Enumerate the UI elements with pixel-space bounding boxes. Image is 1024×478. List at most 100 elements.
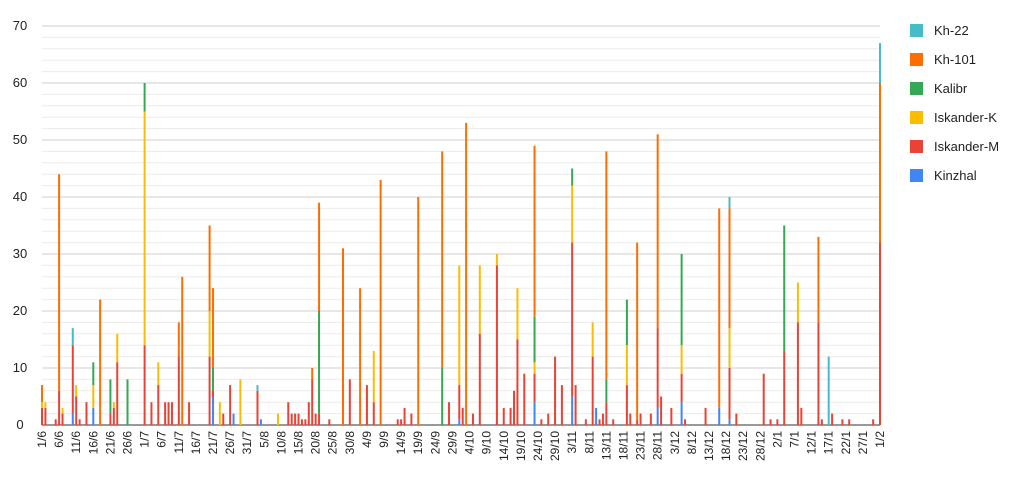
legend: Kh-22 Kh-101 Kalibr Iskander-K Iskander-M Kin… (910, 16, 999, 190)
x-tick-label: 17/1 (822, 431, 836, 455)
bar-iskander-m (71, 345, 74, 414)
bar-iskander-m (728, 368, 731, 420)
x-tick-label: 16/7 (189, 431, 203, 455)
x-tick-label: 20/8 (309, 431, 323, 455)
bar-kh-22 (256, 385, 259, 391)
bar-kh-101 (605, 151, 608, 380)
y-tick-label: 10 (13, 360, 27, 375)
bar-iskander-m (78, 419, 81, 425)
bar-iskander-k (516, 288, 519, 340)
bar-iskander-k (495, 254, 498, 266)
bar-iskander-k (143, 111, 146, 346)
bar-iskander-m (348, 379, 351, 425)
bar-iskander-m (598, 419, 601, 425)
bar-iskander-m (143, 345, 146, 425)
x-tick-label: 22/1 (839, 431, 853, 455)
bar-iskander-m (458, 385, 461, 420)
bar-kh-22 (71, 328, 74, 346)
bar-kinzhal (71, 413, 74, 425)
bar-kinzhal (680, 402, 683, 425)
bar-iskander-m (287, 402, 290, 425)
x-tick-label: 26/7 (223, 431, 237, 455)
bar-iskander-m (256, 390, 259, 425)
x-tick-label: 6/6 (52, 431, 66, 448)
bar-kh-22 (879, 43, 881, 83)
bar-iskander-m (660, 396, 663, 425)
bar-iskander-m (848, 419, 851, 425)
bar-iskander-m (177, 356, 180, 425)
x-tick-label: 14/10 (497, 431, 511, 461)
x-tick-label: 18/11 (616, 431, 630, 460)
bar-iskander-k (372, 350, 375, 403)
bar-kalibr (680, 254, 683, 346)
bar-iskander-k (591, 322, 594, 357)
x-tick-label: 2/1 (770, 431, 784, 448)
bar-kalibr (605, 379, 608, 403)
bar-kh-101 (181, 276, 184, 425)
bar-iskander-m (85, 402, 88, 425)
legend-swatch (910, 169, 923, 182)
bar-kinzhal (232, 413, 235, 425)
bar-iskander-m (800, 407, 803, 425)
bar-iskander-m (612, 419, 615, 425)
x-tick-label: 19/9 (411, 431, 425, 455)
x-tick-label: 21/6 (103, 431, 117, 455)
bar-iskander-m (164, 402, 167, 425)
legend-item: Kinzhal (910, 161, 999, 190)
bar-iskander-k (680, 345, 683, 374)
bar-iskander-m (516, 339, 519, 425)
bar-kalibr (783, 225, 786, 351)
x-tick-label: 3/11 (565, 431, 579, 454)
bar-iskander-m (461, 407, 464, 425)
x-tick-label: 1/2 (873, 431, 887, 448)
bar-iskander-m (297, 413, 300, 425)
legend-label: Kh-22 (934, 23, 969, 38)
legend-item: Kh-101 (910, 45, 999, 74)
bar-kh-101 (99, 299, 102, 425)
y-tick-label: 50 (13, 132, 27, 147)
bar-iskander-m (817, 322, 820, 425)
bar-iskander-m (523, 373, 526, 425)
bar-iskander-k (208, 311, 211, 357)
legend-item: Kh-22 (910, 16, 999, 45)
bar-iskander-m (591, 356, 594, 425)
bar-iskander-m (410, 413, 413, 425)
bar-iskander-k (116, 333, 119, 363)
bar-iskander-m (796, 322, 799, 425)
bar-kinzhal (656, 407, 659, 425)
x-tick-label: 16/6 (86, 431, 100, 455)
bar-iskander-k (157, 362, 160, 386)
bar-iskander-k (44, 402, 47, 408)
bar-iskander-m (318, 413, 321, 425)
x-tick-label: 5/8 (257, 431, 271, 448)
x-tick-label: 24/10 (531, 431, 545, 461)
bar-kh-101 (41, 385, 43, 403)
x-tick-label: 26/6 (121, 431, 135, 455)
bar-iskander-m (841, 419, 844, 425)
x-tick-label: 23/12 (736, 431, 750, 461)
x-tick-label: 15/8 (292, 431, 306, 455)
bar-iskander-k (112, 402, 115, 408)
bar-iskander-m (403, 407, 406, 425)
bar-iskander-m (636, 419, 639, 425)
bar-iskander-k (728, 328, 731, 368)
bar-iskander-m (396, 419, 399, 425)
x-tick-label: 10/8 (274, 431, 288, 455)
bar-iskander-m (311, 379, 314, 425)
bar-iskander-m (208, 356, 211, 425)
bar-iskander-m (170, 402, 173, 425)
x-tick-label: 13/12 (702, 431, 716, 461)
bar-kalibr (109, 379, 112, 414)
bar-iskander-m (75, 396, 78, 425)
bar-kh-101 (636, 242, 639, 420)
bar-iskander-m (547, 413, 550, 425)
x-tick-label: 13/11 (599, 431, 613, 460)
x-tick-label: 11/7 (172, 431, 186, 454)
bar-iskander-m (229, 385, 232, 425)
bar-iskander-m (571, 242, 574, 397)
bar-iskander-m (762, 373, 765, 425)
bar-iskander-m (584, 419, 587, 425)
bar-iskander-m (769, 419, 772, 425)
bar-iskander-k (41, 402, 43, 408)
